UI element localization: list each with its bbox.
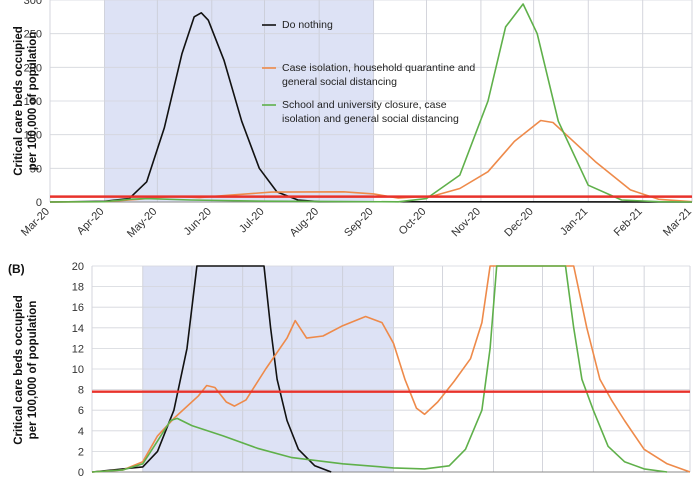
x-tick-label: May-20 [125,206,159,240]
y-tick-label: 200 [24,62,42,74]
y-tick-label: 4 [78,426,84,438]
legend-entry-label: School and university closure, case isola… [282,99,459,125]
y-axis-label-line: per 100,000 of population [27,301,39,440]
x-tick-label: Apr-20 [75,206,107,238]
legend: Do nothing Case isolation, household quar… [262,19,475,125]
y-tick-label: 150 [24,96,42,108]
chart-panel-a: 0 50 100 150 200 250 300 Mar-20 Apr-20 May-20 Jun-… [13,0,694,240]
x-tick-label: Nov-20 [449,206,483,240]
y-tick-label: 10 [72,364,84,376]
x-tick-label: Aug-20 [288,206,322,240]
y-axis-label-line: Critical care beds occupied [13,26,25,176]
y-tick-label: 18 [72,282,84,294]
y-tick-label: 0 [78,467,84,479]
chart-panel-b: 0 2 4 6 8 10 12 14 16 18 20 Critical care beds occu… [8,261,691,479]
panel-label: (B) [8,262,25,276]
y-axis-label: Critical care beds occupied per 100,000 o… [13,295,39,445]
x-tick-label: Feb-21 [612,206,645,239]
series-line-school-closure [50,3,692,203]
y-tick-label: 2 [78,446,84,458]
y-tick-label: 14 [72,323,84,335]
x-tick-label: Oct-20 [397,206,429,238]
x-tick-label: Sep-20 [342,206,376,240]
legend-entry-label: Case isolation, household quarantine and… [282,62,475,88]
x-tick-label: Mar-20 [19,206,52,239]
y-axis-label-line: Critical care beds occupied [13,295,25,445]
y-tick-label: 0 [36,197,42,209]
y-tick-label: 20 [72,261,84,273]
legend-entry-line: Case isolation, household quarantine and [282,62,475,74]
series-line-do-nothing [92,265,332,473]
y-tick-label: 250 [24,29,42,41]
y-tick-label: 16 [72,302,84,314]
y-axis-label: Critical care beds occupied per 100,000 o… [13,26,39,176]
x-tick-label: Jul-20 [237,206,267,236]
y-tick-label: 300 [24,0,42,7]
y-tick-label: 50 [30,163,42,175]
legend-entry-label: Do nothing [282,19,333,31]
x-tick-label: Jan-21 [558,206,590,238]
y-tick-label: 6 [78,405,84,417]
legend-entry-line: isolation and general social distancing [282,113,459,125]
y-tick-label: 8 [78,385,84,397]
y-tick-label: 100 [24,130,42,142]
x-tick-label: Jun-20 [182,206,214,238]
series-line-school-closure [92,265,668,473]
y-tick-label: 12 [72,343,84,355]
series-line-case-isolation [92,265,690,473]
legend-entry-line: general social distancing [282,76,397,88]
x-tick-label: Dec-20 [502,206,536,240]
legend-entry-line: School and university closure, case [282,99,447,111]
x-tick-label: Mar-21 [661,206,694,239]
y-axis-label-line: per 100,000 of population [27,32,39,171]
